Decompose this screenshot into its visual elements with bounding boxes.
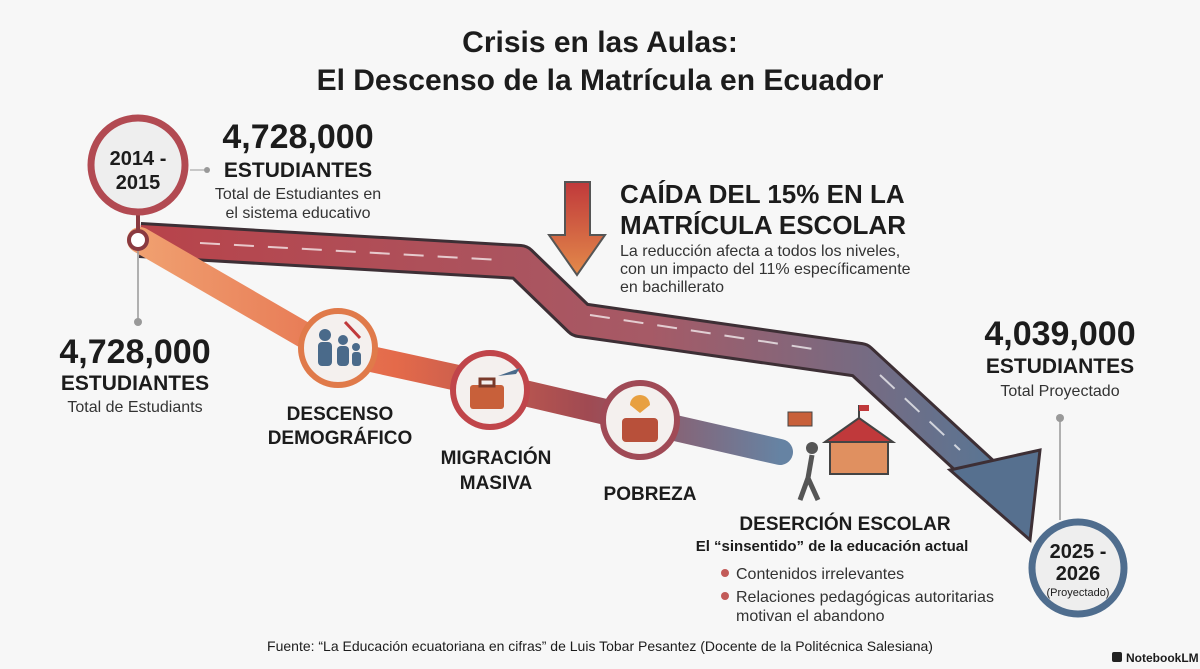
bullet-text: Relaciones pedagógicas autoritarias <box>736 589 994 606</box>
drop-text: La reducción afecta a todos los niveles, <box>620 243 900 260</box>
desercion-subtitle: El “sinsentido” de la educación actual <box>696 538 969 555</box>
start-year: 2014 - <box>110 148 167 170</box>
brand-logo <box>1112 652 1122 662</box>
title-line: El Descenso de la Matrícula en Ecuador <box>317 64 884 97</box>
start-circle <box>87 114 189 216</box>
end-caption: Total Proyectado <box>1000 383 1119 400</box>
source: Fuente: “La Educación ecuatoriana en cif… <box>267 638 933 654</box>
main-arrow <box>139 225 1001 492</box>
connector-dot <box>134 318 142 326</box>
drop-title: MATRÍCULA ESCOLAR <box>620 210 906 240</box>
factor-label: DEMOGRÁFICO <box>268 427 413 449</box>
left-unit: ESTUDIANTES <box>61 372 209 395</box>
start-year: 2015 <box>116 172 161 194</box>
bullet-text: motivan el abandono <box>736 608 885 625</box>
end-year: 2025 - <box>1050 541 1107 563</box>
main-arrow-dash <box>199 242 961 451</box>
end-unit: ESTUDIANTES <box>986 355 1134 378</box>
bullet-dot <box>721 569 729 577</box>
left-number: 4,728,000 <box>59 333 210 371</box>
drop-title: CAÍDA DEL 15% EN LA <box>620 179 905 209</box>
icon-school <box>787 405 897 502</box>
end-note: (Proyectado) <box>1047 587 1110 599</box>
down-arrow <box>547 181 607 277</box>
icon-poverty <box>600 380 680 460</box>
bullet-dot <box>721 592 729 600</box>
top-number: 4,728,000 <box>222 118 373 156</box>
brand: NotebookLM <box>1126 651 1199 665</box>
drop-text: en bachillerato <box>620 279 724 296</box>
factor-label: POBREZA <box>604 484 697 505</box>
icon-migration <box>450 350 530 430</box>
bullet-text: Contenidos irrelevantes <box>736 566 904 583</box>
start-node <box>127 229 149 251</box>
icon-demographic <box>298 308 378 388</box>
end-number: 4,039,000 <box>984 315 1135 353</box>
top-caption: el sistema educativo <box>226 205 371 222</box>
connector-dot <box>204 167 210 173</box>
end-year: 2026 <box>1056 563 1101 585</box>
desercion-title: DESERCIÓN ESCOLAR <box>739 513 950 535</box>
top-unit: ESTUDIANTES <box>224 159 372 182</box>
end-circle <box>1028 518 1128 618</box>
drop-text: con un impacto del 11% específicamente <box>620 261 911 278</box>
left-caption: Total de Estudiants <box>67 399 202 416</box>
factor-label: MASIVA <box>460 473 533 494</box>
factor-label: DESCENSO <box>287 404 394 425</box>
top-caption: Total de Estudiantes en <box>215 186 381 203</box>
factor-label: MIGRACIÓN <box>441 447 552 469</box>
main-arrow-head <box>946 448 1042 544</box>
title-line: Crisis en las Aulas: <box>462 26 738 59</box>
